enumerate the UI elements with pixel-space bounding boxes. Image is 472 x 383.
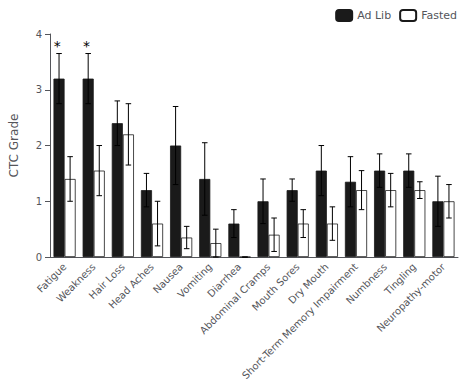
svg-text:Fatigue: Fatigue [34,261,69,295]
svg-text:Dry Mouth: Dry Mouth [286,261,331,306]
svg-text:*: * [83,38,90,54]
svg-text:Abdominal Cramps: Abdominal Cramps [197,261,273,337]
svg-text:Numbness: Numbness [344,261,389,306]
svg-text:Neuropathy-motor: Neuropathy-motor [375,261,448,334]
svg-text:0: 0 [36,252,42,263]
svg-text:*: * [54,38,61,54]
svg-text:Short-Term Memory Impairment: Short-Term Memory Impairment [240,261,360,381]
svg-text:Head Aches: Head Aches [106,261,156,311]
svg-text:Ad Lib: Ad Lib [357,9,391,22]
svg-text:Vomiting: Vomiting [175,261,215,301]
svg-text:Weakness: Weakness [54,261,98,305]
svg-text:CTC Grade: CTC Grade [7,114,21,178]
svg-text:4: 4 [36,29,42,40]
svg-text:Tingling: Tingling [382,261,419,297]
svg-text:3: 3 [36,84,42,95]
svg-text:Mouth Sores: Mouth Sores [249,261,302,313]
svg-text:1: 1 [36,196,42,207]
svg-text:Diarrhea: Diarrhea [205,261,244,300]
svg-text:2: 2 [36,140,42,151]
svg-text:Nausea: Nausea [150,261,185,296]
svg-text:Hair Loss: Hair Loss [86,261,127,302]
svg-text:Fasted: Fasted [421,9,457,22]
